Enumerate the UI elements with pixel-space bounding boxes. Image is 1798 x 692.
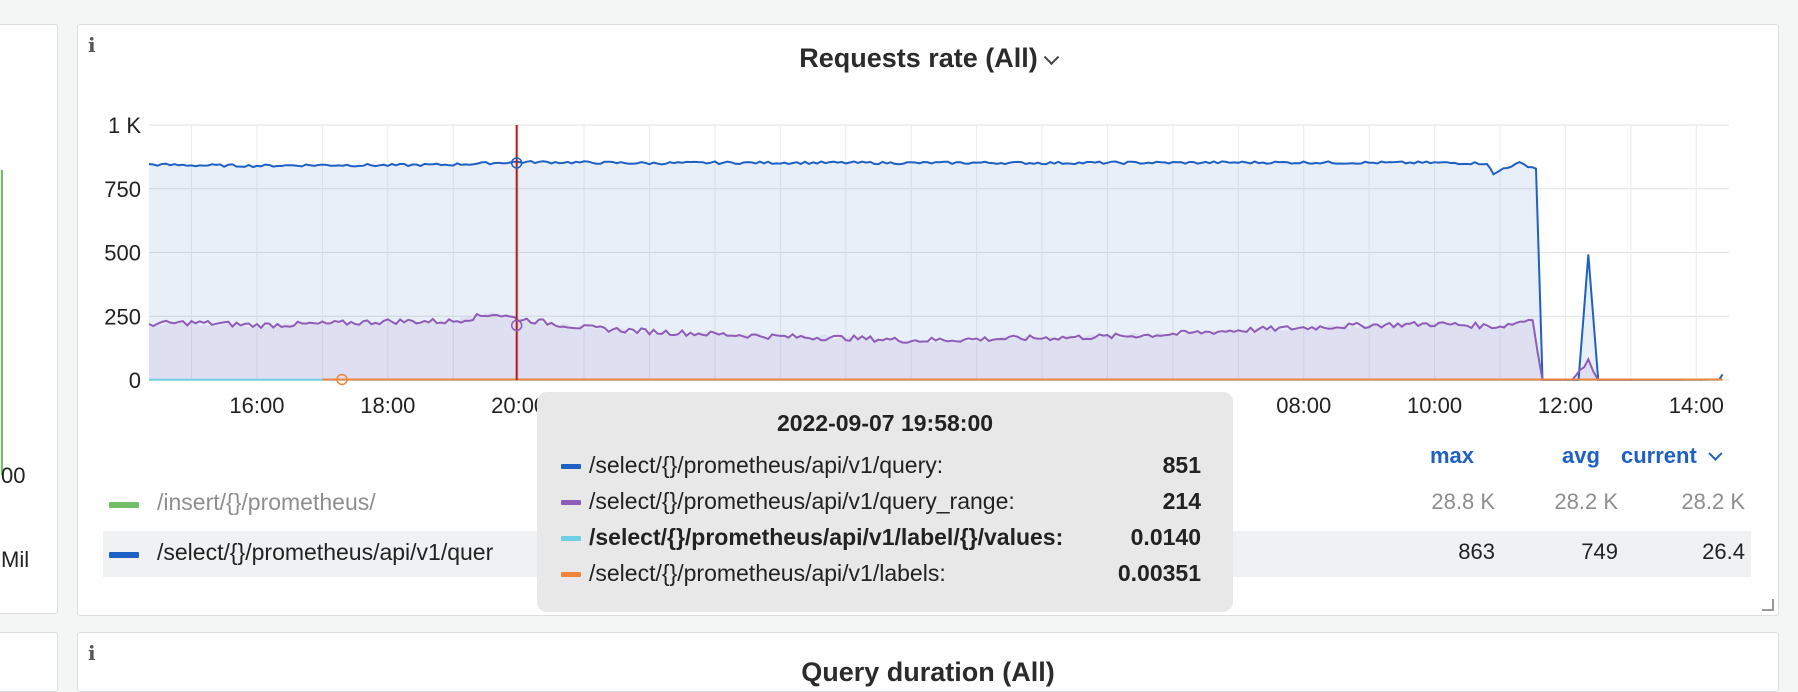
hover-point [510, 157, 523, 169]
panel-title[interactable]: Query duration (All) [801, 657, 1055, 687]
tooltip-series-value: 0.0140 [1130, 524, 1201, 550]
sort-desc-icon [1708, 446, 1723, 461]
y-tick-label: 500 [104, 241, 141, 266]
tooltip-row: /select/{}/prometheus/api/v1/label/{}/va… [561, 522, 1201, 554]
tooltip-color-swatch [561, 500, 581, 505]
left-panel: 00 Mil [0, 24, 58, 614]
tooltip-color-swatch [561, 464, 581, 469]
legend-max: 863 [1458, 539, 1495, 564]
legend-header-avg[interactable]: avg [1562, 443, 1600, 468]
legend-header-max[interactable]: max [1430, 443, 1475, 468]
tooltip-time: 2022-09-07 19:58:00 [776, 410, 994, 436]
tooltip-series-value: 0.00351 [1117, 560, 1201, 586]
info-icon[interactable]: i [88, 33, 96, 57]
legend-series-name: /insert/{}/prometheus/ [157, 489, 376, 515]
legend-header-current[interactable]: current [1621, 443, 1723, 469]
left-panel-area [0, 170, 3, 475]
panel-title-text: Requests rate (All) [799, 43, 1038, 73]
query-duration-panel: i Query duration (All) [77, 632, 1779, 692]
x-tick-label: 12:00 [1538, 393, 1593, 418]
y-tick-label: 0 [129, 368, 141, 393]
legend-max: 28.8 K [1431, 489, 1495, 514]
tooltip-row: /select/{}/prometheus/api/v1/labels: 0.0… [561, 558, 1201, 590]
tooltip-series-name: /select/{}/prometheus/api/v1/labels: [589, 560, 946, 586]
legend-avg: 749 [1581, 539, 1618, 564]
info-icon[interactable]: i [88, 641, 96, 665]
tooltip-series-value: 214 [1162, 488, 1201, 514]
y-tick-label: 250 [104, 304, 141, 329]
legend-row[interactable]: /insert/{}/prometheus/ 28.8 K 28.2 K 28.… [103, 481, 1751, 527]
tooltip-series-name: /select/{}/prometheus/api/v1/query_range… [589, 488, 1015, 514]
legend-avg: 28.2 K [1554, 489, 1618, 514]
left-panel-fragment: 00 [1, 463, 26, 488]
hover-point [336, 373, 348, 386]
panel-resize-handle[interactable] [1762, 599, 1774, 611]
tooltip-row: /select/{}/prometheus/api/v1/query_range… [561, 486, 1201, 518]
chart-tooltip: 2022-09-07 19:58:00 /select/{}/prometheu… [537, 392, 1233, 612]
legend-current: 28.2 K [1681, 489, 1745, 514]
legend-series-name: /select/{}/prometheus/api/v1/quer [157, 539, 494, 565]
series-line [148, 159, 1724, 381]
series-area [149, 160, 1723, 380]
hover-point [510, 319, 523, 332]
panel-title[interactable]: Requests rate (All) [78, 43, 1778, 74]
x-tick-label: 08:00 [1276, 393, 1331, 418]
tooltip-row: /select/{}/prometheus/api/v1/query: 851 [561, 450, 1201, 482]
left-panel-fragment: Mil [1, 547, 30, 572]
tooltip-series-name: /select/{}/prometheus/api/v1/label/{}/va… [589, 524, 1064, 550]
x-tick-label: 14:00 [1669, 393, 1724, 418]
y-tick-label: 750 [104, 177, 141, 202]
tooltip-series-value: 851 [1162, 452, 1201, 478]
left-panel-bottom [0, 632, 58, 692]
tooltip-series-name: /select/{}/prometheus/api/v1/query: [589, 452, 944, 478]
legend-color-swatch [109, 552, 139, 558]
legend-header-current-label: current [1621, 443, 1697, 468]
tooltip-color-swatch [561, 536, 581, 541]
series-line [148, 312, 1723, 381]
legend-color-swatch [109, 502, 139, 508]
y-tick-label: 1 K [108, 113, 141, 138]
x-tick-label: 18:00 [360, 393, 415, 418]
x-tick-label: 16:00 [229, 393, 284, 418]
tooltip-color-swatch [561, 572, 581, 577]
legend-current: 26.4 [1702, 539, 1745, 564]
x-tick-label: 10:00 [1407, 393, 1462, 418]
